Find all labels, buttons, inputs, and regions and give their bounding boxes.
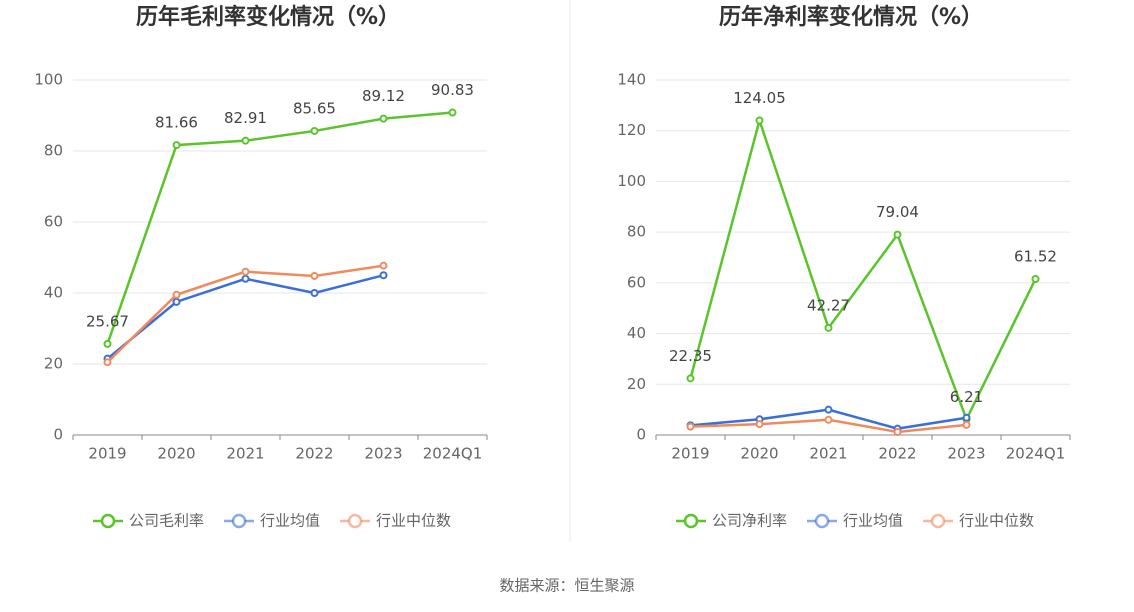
data-label: 89.12	[362, 87, 405, 105]
y-tick-label: 0	[53, 426, 63, 444]
legend-label: 行业中位数	[376, 512, 451, 530]
point	[755, 420, 764, 429]
legend-marker	[100, 513, 116, 529]
source-note: 数据来源：恒生聚源	[499, 577, 634, 595]
point	[379, 114, 388, 123]
point	[310, 289, 319, 297]
point	[379, 271, 388, 280]
legend-marker	[930, 513, 946, 529]
y-tick-label: 20	[44, 355, 63, 373]
point	[103, 339, 112, 348]
point	[824, 323, 833, 332]
data-label: 22.35	[669, 347, 712, 365]
point	[310, 126, 319, 135]
series-line	[689, 116, 1037, 423]
x-tick-label: 2019	[88, 445, 126, 463]
y-tick-label: 80	[44, 142, 63, 160]
y-tick-label: 60	[627, 273, 646, 291]
y-tick-label: 20	[627, 375, 646, 393]
y-tick-label: 60	[44, 213, 63, 231]
point	[241, 267, 250, 276]
point	[686, 374, 695, 383]
point	[241, 136, 250, 145]
y-tick-label: 120	[617, 121, 646, 139]
data-label: 90.83	[431, 81, 474, 99]
y-tick-label: 80	[627, 223, 646, 241]
point	[893, 427, 902, 436]
data-label: 25.67	[86, 312, 129, 330]
data-label: 79.04	[876, 203, 919, 221]
data-label: 6.21	[950, 388, 983, 406]
point	[962, 420, 971, 429]
x-tick-label: 2024Q1	[1006, 445, 1066, 463]
legend-label: 行业中位数	[959, 512, 1034, 530]
y-tick-label: 100	[617, 172, 646, 190]
x-tick-label: 2019	[671, 445, 709, 463]
legend-marker	[814, 513, 830, 529]
point	[962, 413, 971, 422]
legend-label: 公司净利率	[712, 512, 787, 530]
point	[310, 271, 319, 280]
legend-marker	[347, 513, 363, 529]
y-tick-label: 100	[34, 71, 63, 89]
x-tick-label: 2022	[295, 445, 333, 463]
legend-label: 行业均值	[260, 512, 320, 530]
y-tick-label: 40	[627, 324, 646, 342]
x-tick-label: 2020	[157, 445, 195, 463]
data-label: 42.27	[807, 296, 850, 314]
point	[686, 422, 695, 431]
data-label: 81.66	[155, 114, 198, 132]
x-tick-label: 2022	[878, 445, 916, 463]
legend-marker	[683, 513, 699, 529]
point	[448, 108, 457, 117]
x-tick-label: 2020	[740, 445, 778, 463]
data-label: 82.91	[224, 109, 267, 127]
y-tick-label: 140	[617, 71, 646, 89]
x-tick-label: 2023	[364, 445, 402, 463]
point	[755, 116, 764, 125]
point	[241, 274, 250, 283]
y-tick-label: 40	[44, 284, 63, 302]
series-line	[106, 274, 384, 360]
point	[172, 290, 181, 299]
x-tick-label: 2023	[947, 445, 985, 463]
point	[103, 358, 112, 367]
point	[1031, 275, 1040, 284]
data-label: 85.65	[293, 99, 336, 117]
point	[172, 141, 181, 150]
series-line	[106, 111, 453, 345]
legend-label: 行业均值	[843, 512, 903, 530]
chart-title: 历年毛利率变化情况（%）	[136, 4, 400, 30]
x-tick-label: 2024Q1	[423, 445, 483, 463]
chart-title: 历年净利率变化情况（%）	[719, 4, 983, 30]
point	[172, 297, 181, 306]
data-label: 61.52	[1014, 248, 1057, 266]
legend-label: 公司毛利率	[129, 512, 204, 530]
point	[893, 230, 902, 239]
x-tick-label: 2021	[809, 445, 847, 463]
point	[824, 405, 833, 414]
legend-marker	[231, 513, 247, 529]
point	[824, 415, 833, 424]
y-tick-label: 0	[636, 426, 646, 444]
data-label: 124.05	[733, 89, 786, 107]
x-tick-label: 2021	[226, 445, 264, 463]
point	[379, 261, 388, 270]
